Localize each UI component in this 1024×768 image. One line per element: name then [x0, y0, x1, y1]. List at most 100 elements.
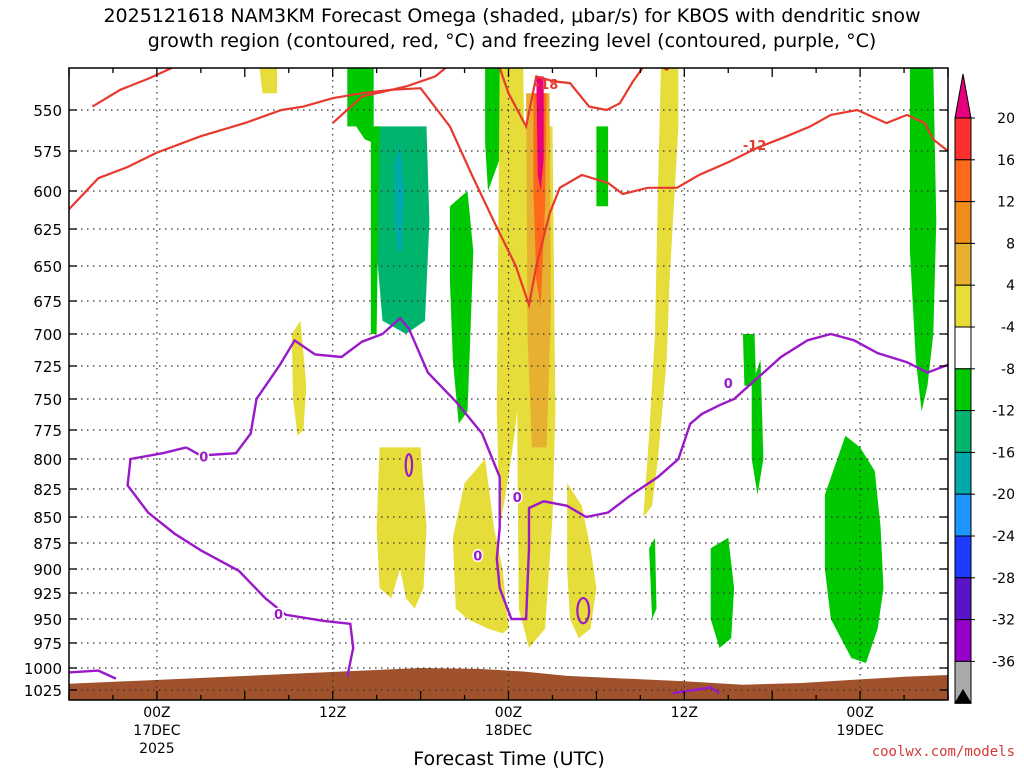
freezing-ring-0 — [404, 453, 414, 477]
omega-region-yellow-blob-15z — [376, 447, 427, 609]
axes-layer: 550 575 600 625 650 675 700 725 750 775 800 825 850 8… — [24, 67, 949, 757]
freezing-label-4: 0 — [724, 377, 733, 392]
colorbar-label-5: -4 — [1001, 320, 1015, 336]
colorbar-label-11: -28 — [992, 571, 1015, 587]
freezing-level-left-edge — [69, 669, 117, 680]
x-tick-label-6-1: 17DEC — [133, 723, 180, 739]
colorbar-label-1: 16 — [997, 153, 1015, 169]
x-tick-label-6-2: 2025 — [139, 741, 175, 757]
y-tick-label-700: 700 — [33, 326, 62, 344]
omega-region-green-column-22z — [449, 191, 474, 424]
colorbar-label-3: 8 — [1006, 236, 1015, 252]
omega-region-green-column-05z — [909, 68, 937, 412]
colorbar-segment-6 — [954, 368, 972, 412]
y-tick-label-1025: 1025 — [24, 682, 62, 700]
x-tick-label-54-1: 19DEC — [836, 723, 883, 739]
colorbar-label-10: -24 — [992, 529, 1015, 545]
colorbar-segment-2 — [954, 201, 972, 244]
colorbar-segment-0 — [954, 117, 972, 161]
dendritic-contour-4 — [661, 68, 671, 72]
colorbar-segment-4 — [954, 284, 972, 328]
dendritic-contour-2 — [331, 68, 448, 124]
y-tick-label-625: 625 — [33, 221, 62, 239]
colorbar-segment-9 — [954, 493, 972, 537]
freezing-level-upper — [185, 316, 948, 621]
y-tick-label-550: 550 — [33, 102, 62, 120]
freezing-level-bottom — [672, 686, 721, 695]
colorbar-label-0: 20 — [997, 111, 1015, 127]
y-tick-label-925: 925 — [33, 585, 62, 603]
x-tick-label-42-0: 12Z — [671, 705, 698, 721]
y-tick-label-1000: 1000 — [24, 660, 62, 678]
y-tick-label-650: 650 — [33, 258, 62, 276]
colorbar: 20 16 12 8 4 -4 -8 -12 -16 -20 -24 -28 -32 -36 — [954, 73, 1015, 704]
freezing-ring-1 — [576, 596, 591, 625]
omega-region-green-column-13z — [347, 68, 374, 143]
colorbar-label-4: 4 — [1006, 278, 1015, 294]
colorbar-label-13: -36 — [992, 654, 1015, 670]
y-tick-label-800: 800 — [33, 451, 62, 469]
colorbar-label-12: -32 — [992, 613, 1015, 629]
freezing-label-2: 0 — [473, 549, 482, 564]
x-axis-title: Forecast Time (UTC) — [413, 748, 604, 768]
colorbar-segment-12 — [954, 619, 972, 662]
freezing-label-3: 0 — [513, 491, 522, 506]
title-line-1: 2025121618 NAM3KM Forecast Omega (shaded… — [103, 5, 920, 27]
y-tick-label-675: 675 — [33, 293, 62, 311]
colorbar-segment-7 — [954, 410, 972, 453]
contour-layer: -12 -18 0 0 0 0 0 — [69, 68, 948, 695]
dendritic-contour-1 — [91, 68, 174, 108]
colorbar-top-cap — [954, 73, 972, 119]
credit-link[interactable]: coolwx.com/models — [872, 744, 1015, 760]
colorbar-label-6: -8 — [1001, 362, 1015, 378]
omega-region-green-blob-16z — [742, 334, 757, 386]
omega-region-green-column-04z — [596, 126, 609, 207]
x-tick-label-30-1: 18DEC — [485, 723, 532, 739]
omega-region-green-blob-15z — [710, 537, 735, 648]
colorbar-label-2: 12 — [997, 195, 1015, 211]
colorbar-bottom-cap — [954, 689, 972, 704]
freezing-level-lower — [126, 446, 355, 678]
omega-shading-layer — [69, 68, 948, 700]
omega-region-yellow-blob-02z — [567, 483, 597, 639]
terrain-strip — [69, 668, 948, 700]
x-tick-label-30-0: 00Z — [495, 705, 522, 721]
y-tick-label-875: 875 — [33, 535, 62, 553]
x-tick-label-54-0: 00Z — [846, 705, 873, 721]
omega-region-yellow-blob-21z — [452, 459, 509, 634]
grid-layer — [69, 68, 948, 700]
omega-region-green-edge-15z — [370, 126, 380, 335]
contour-label--18: -18 — [535, 78, 559, 93]
omega-region-green-column-24z — [485, 68, 503, 191]
x-tick-label-18-0: 12Z — [319, 705, 346, 721]
dendritic-contour-0 — [69, 87, 948, 310]
colorbar-segment-8 — [954, 451, 972, 495]
contour-label--12: -12 — [743, 139, 767, 154]
colorbar-label-8: -16 — [992, 445, 1015, 461]
chart-title: 2025121618 NAM3KM Forecast Omega (shaded… — [103, 5, 920, 52]
omega-region-cyan-core-15z — [394, 142, 405, 252]
colorbar-label-9: -20 — [992, 487, 1015, 503]
title-line-2: growth region (contoured, red, °C) and f… — [148, 30, 877, 52]
omega-region-yellow-band-15z — [259, 68, 277, 94]
omega-region-magenta-core-01z — [536, 76, 544, 191]
omega-region-yellow-column-06z — [643, 68, 679, 517]
y-tick-label-950: 950 — [33, 611, 62, 629]
y-tick-label-775: 775 — [33, 422, 62, 440]
colorbar-segment-11 — [954, 577, 972, 621]
x-tick-label-6-0: 00Z — [143, 705, 170, 721]
y-tick-label-900: 900 — [33, 561, 62, 579]
y-tick-label-750: 750 — [33, 391, 62, 409]
y-tick-label-850: 850 — [33, 509, 62, 527]
y-tick-label-725: 725 — [33, 358, 62, 376]
omega-region-green-blob-18z — [751, 359, 764, 495]
colorbar-segment-10 — [954, 535, 972, 579]
colorbar-label-7: -12 — [992, 404, 1015, 420]
y-tick-label-575: 575 — [33, 143, 62, 161]
freezing-label-1: 0 — [274, 608, 283, 623]
dendritic-contour-3 — [498, 68, 644, 130]
colorbar-segment-3 — [954, 242, 972, 286]
omega-region-green-blob-21z — [824, 435, 884, 663]
y-tick-label-600: 600 — [33, 183, 62, 201]
